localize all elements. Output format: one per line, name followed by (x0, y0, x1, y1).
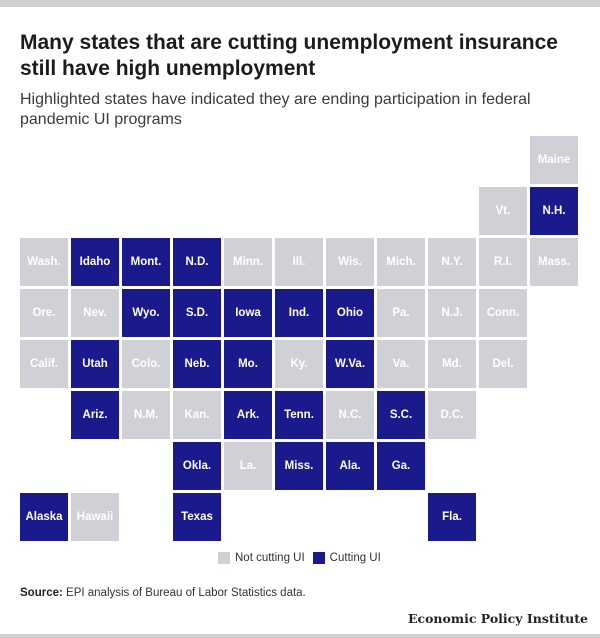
legend-item-not-cutting: Not cutting UI (218, 552, 305, 564)
state-tile-wash: Wash. (20, 238, 68, 286)
source-note: Source: EPI analysis of Bureau of Labor … (20, 587, 306, 599)
state-tile-ill: Ill. (275, 238, 323, 286)
legend-label-cutting: Cutting UI (329, 552, 381, 564)
state-tile-ore: Ore. (20, 289, 68, 337)
state-tile-d-c: D.C. (428, 391, 476, 439)
legend-item-cutting: Cutting UI (312, 552, 381, 564)
state-tile-nev: Nev. (71, 289, 119, 337)
state-tile-ind: Ind. (275, 289, 323, 337)
state-tile-n-y: N.Y. (428, 238, 476, 286)
source-label: Source: (20, 587, 63, 599)
state-tile-n-m: N.M. (122, 391, 170, 439)
state-tile-ky: Ky. (275, 340, 323, 388)
state-tile-wis: Wis. (326, 238, 374, 286)
state-tile-okla: Okla. (173, 442, 221, 490)
legend-swatch-cutting (312, 552, 325, 564)
state-tile-idaho: Idaho (71, 238, 119, 286)
state-tile-fla: Fla. (428, 493, 476, 541)
state-tile-calif: Calif. (20, 340, 68, 388)
state-tile-iowa: Iowa (224, 289, 272, 337)
state-tile-tenn: Tenn. (275, 391, 323, 439)
state-tile-n-c: N.C. (326, 391, 374, 439)
state-tile-neb: Neb. (173, 340, 221, 388)
state-tile-minn: Minn. (224, 238, 272, 286)
state-tile-wyo: Wyo. (122, 289, 170, 337)
state-tile-ark: Ark. (224, 391, 272, 439)
state-tile-maine: Maine (530, 136, 578, 184)
state-tile-n-d: N.D. (173, 238, 221, 286)
state-tile-la: La. (224, 442, 272, 490)
state-tile-mont: Mont. (122, 238, 170, 286)
chart-title: Many states that are cutting unemploymen… (20, 31, 558, 80)
state-tile-mass: Mass. (530, 238, 578, 286)
chart-subtitle: Highlighted states have indicated they a… (20, 91, 531, 128)
state-tile-ga: Ga. (377, 442, 425, 490)
state-tile-md: Md. (428, 340, 476, 388)
source-text: EPI analysis of Bureau of Labor Statisti… (66, 587, 306, 599)
bottom-border (0, 634, 600, 638)
state-tile-va: Va. (377, 340, 425, 388)
state-tile-del: Del. (479, 340, 527, 388)
state-tile-w-va: W.Va. (326, 340, 374, 388)
top-border (0, 0, 600, 7)
state-tile-texas: Texas (173, 493, 221, 541)
state-tile-conn: Conn. (479, 289, 527, 337)
state-tile-ohio: Ohio (326, 289, 374, 337)
legend-label-not-cutting: Not cutting UI (235, 552, 305, 564)
state-tile-vt: Vt. (479, 187, 527, 235)
legend: Not cutting UI Cutting UI (218, 550, 389, 566)
state-tile-ala: Ala. (326, 442, 374, 490)
state-tile-n-h: N.H. (530, 187, 578, 235)
state-tile-miss: Miss. (275, 442, 323, 490)
legend-swatch-not-cutting (218, 552, 230, 564)
state-tile-utah: Utah (71, 340, 119, 388)
state-tile-s-d: S.D. (173, 289, 221, 337)
brand-logo-text: Economic Policy Institute (407, 611, 588, 626)
state-tile-ariz: Ariz. (71, 391, 119, 439)
state-tile-n-j: N.J. (428, 289, 476, 337)
state-tile-alaska: Alaska (20, 493, 68, 541)
state-tile-hawaii: Hawaii (71, 493, 119, 541)
state-tile-kan: Kan. (173, 391, 221, 439)
state-tile-mo: Mo. (224, 340, 272, 388)
state-tile-colo: Colo. (122, 340, 170, 388)
state-tile-s-c: S.C. (377, 391, 425, 439)
state-tile-pa: Pa. (377, 289, 425, 337)
state-tile-r-i: R.I. (479, 238, 527, 286)
state-tile-mich: Mich. (377, 238, 425, 286)
